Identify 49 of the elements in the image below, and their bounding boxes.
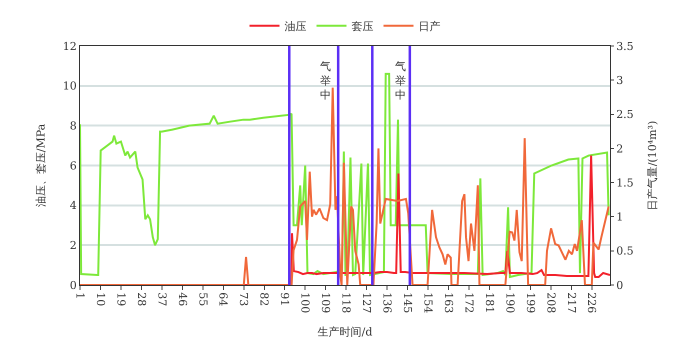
x-tick-label: 208 <box>544 292 558 314</box>
y2-tick-label: 1.5 <box>616 176 634 190</box>
y2-axis-title: 日产气量/(10⁴m³) <box>646 120 659 210</box>
y2-tick-label: 2.5 <box>616 108 634 122</box>
x-tick-label: 10 <box>94 292 107 306</box>
legend-label: 油压 <box>284 20 306 33</box>
x-tick-label: 37 <box>155 292 168 306</box>
y2-tick-label: 2 <box>616 142 624 156</box>
x-tick-label: 73 <box>237 292 250 306</box>
x-tick-label: 100 <box>298 292 312 314</box>
y2-tick-label: 0 <box>616 278 624 292</box>
x-tick-label: 154 <box>421 292 434 314</box>
x-tick-label: 190 <box>503 292 516 314</box>
x-tick-label: 145 <box>400 292 414 314</box>
x-tick-label: 1 <box>73 292 86 300</box>
x-tick-label: 118 <box>340 292 353 314</box>
legend-label: 日产 <box>418 20 440 33</box>
y2-tick-label: 0.5 <box>616 244 634 258</box>
y-tick-label: 4 <box>70 199 77 212</box>
annotation: 气举中 <box>395 60 406 102</box>
x-tick-label: 127 <box>360 292 374 314</box>
y-tick-label: 0 <box>70 278 77 292</box>
x-tick-label: 91 <box>278 292 292 306</box>
x-tick-label: 19 <box>114 292 128 306</box>
y-tick-label: 12 <box>62 40 77 53</box>
y2-tick-label: 3.5 <box>616 40 634 53</box>
annotation: 气举中 <box>320 60 331 102</box>
x-tick-label: 82 <box>258 292 271 306</box>
legend-label: 套压 <box>352 20 374 33</box>
y-tick-label: 8 <box>70 120 77 133</box>
x-tick-label: 46 <box>176 292 189 306</box>
x-tick-label: 226 <box>585 292 598 314</box>
y-axis-title: 油压、套压/MPa <box>34 123 48 208</box>
y2-tick-label: 3 <box>616 74 624 87</box>
x-tick-label: 64 <box>216 292 230 306</box>
y2-tick-label: 1 <box>616 210 624 224</box>
x-tick-label: 109 <box>319 292 332 314</box>
x-tick-label: 217 <box>564 292 578 314</box>
x-tick-label: 181 <box>482 292 496 314</box>
x-tick-label: 199 <box>524 292 537 314</box>
x-tick-label: 172 <box>462 292 476 314</box>
y-tick-label: 2 <box>70 239 77 252</box>
x-axis-title: 生产时间/d <box>318 325 372 338</box>
x-tick-label: 136 <box>380 292 394 314</box>
x-tick-label: 55 <box>196 292 210 306</box>
x-tick-label: 28 <box>134 292 148 306</box>
x-tick-label: 163 <box>442 292 455 314</box>
y-tick-label: 10 <box>62 80 77 93</box>
y-tick-label: 6 <box>70 159 77 172</box>
